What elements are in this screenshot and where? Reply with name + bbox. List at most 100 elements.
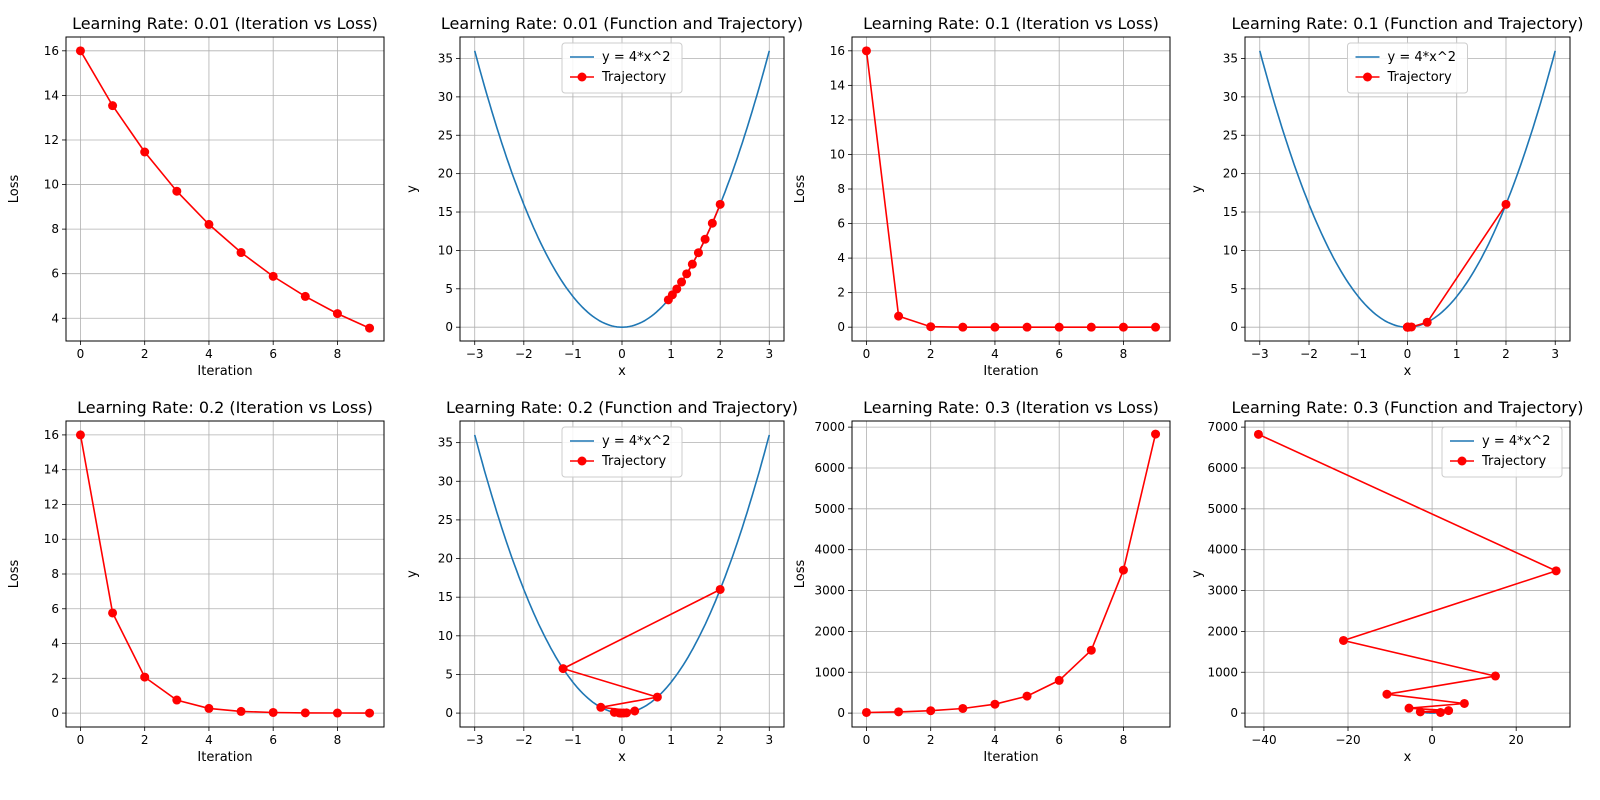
x-axis-label: x [618, 750, 626, 765]
x-tick-label: 0 [863, 733, 871, 747]
y-tick-label: 1000 [1207, 665, 1238, 679]
plot-area [861, 429, 1161, 717]
y-axis-label: y [1190, 570, 1205, 578]
y-tick-label: 12 [44, 497, 59, 511]
data-point [300, 708, 310, 718]
y-tick-label: 4 [837, 251, 845, 265]
data-point [332, 309, 342, 319]
x-tick-label: 2 [141, 347, 149, 361]
data-point [1415, 707, 1425, 717]
x-tick-label: −2 [515, 733, 533, 747]
data-point [1490, 671, 1500, 681]
y-tick-label: 12 [44, 133, 59, 147]
y-tick-label: 15 [1223, 205, 1238, 219]
legend-label: y = 4*x^2 [602, 50, 670, 65]
y-tick-label: 2 [51, 671, 59, 685]
x-tick-label: 2 [927, 733, 935, 747]
x-tick-label: 4 [205, 347, 213, 361]
data-point [268, 707, 278, 717]
data-point [1459, 698, 1469, 708]
y-axis-label: y [1190, 185, 1205, 193]
x-axis-label: x [1404, 750, 1412, 765]
legend-label: Trajectory [601, 70, 666, 85]
legend-label: Trajectory [1387, 70, 1452, 85]
y-tick-label: 15 [438, 205, 453, 219]
data-point [1151, 429, 1161, 439]
x-tick-label: −1 [564, 347, 582, 361]
y-tick-label: 25 [438, 513, 453, 527]
legend-marker [577, 72, 587, 82]
x-tick-label: 2 [1502, 347, 1510, 361]
x-tick-label: 8 [1120, 347, 1128, 361]
x-tick-label: 0 [1404, 347, 1412, 361]
data-point [616, 708, 626, 718]
y-tick-label: 2000 [814, 624, 845, 638]
chart-title: Learning Rate: 0.3 (Function and Traject… [1231, 398, 1583, 417]
data-point [861, 46, 871, 56]
y-tick-label: 12 [830, 113, 845, 127]
y-tick-label: 10 [44, 178, 59, 192]
x-tick-label: 0 [1428, 733, 1436, 747]
y-tick-label: 14 [830, 78, 845, 92]
data-point [108, 608, 118, 618]
data-point [1118, 565, 1128, 575]
y-tick-label: 10 [438, 629, 453, 643]
y-tick-label: 4000 [814, 543, 845, 557]
subplot-3: 0 2 4 6 8 0 2 4 6 8 10 12 14 16 Learning Rate: 0.1 (It… [793, 14, 1171, 379]
y-tick-label: 8 [51, 222, 59, 236]
legend-box [561, 426, 683, 478]
data-point [1444, 706, 1454, 716]
x-tick-label: 6 [1055, 733, 1063, 747]
x-tick-label: 2 [716, 733, 724, 747]
legend-label: y = 4*x^2 [1482, 434, 1550, 449]
data-point [1022, 691, 1032, 701]
data-point [663, 295, 673, 305]
data-point [1022, 322, 1032, 332]
x-tick-label: 0 [618, 733, 626, 747]
x-tick-label: −3 [1251, 347, 1269, 361]
x-axis-label: Iteration [983, 750, 1038, 765]
axes-frame [459, 420, 785, 728]
plot-area [75, 430, 375, 718]
axes-frame [851, 420, 1171, 728]
data-point [140, 672, 150, 682]
plot-area [473, 50, 771, 329]
data-point [1054, 675, 1064, 685]
y-tick-label: 10 [830, 147, 845, 161]
data-point [677, 277, 687, 287]
plot-area [75, 46, 375, 333]
axes-frame [1244, 420, 1571, 728]
legend: y = 4*x^2 Trajectory [1441, 426, 1563, 478]
y-tick-label: 16 [830, 44, 845, 58]
data-point [894, 311, 904, 321]
y-tick-label: 20 [438, 552, 453, 566]
y-axis-label: Loss [7, 560, 22, 589]
data-point [1551, 566, 1561, 576]
data-point [1118, 322, 1128, 332]
x-tick-label: 6 [269, 347, 277, 361]
y-tick-label: 7000 [814, 420, 845, 434]
data-point [958, 703, 968, 713]
data-point [596, 702, 606, 712]
series-line [79, 434, 370, 714]
subplot-8: −40 −20 0 20 0 1000 2000 3000 4000 5000 6000 7000 Le… [1190, 398, 1584, 765]
data-point [926, 322, 936, 332]
legend-marker [577, 456, 587, 466]
data-point [75, 430, 85, 440]
data-point [365, 323, 375, 333]
x-tick-label: 4 [991, 347, 999, 361]
legend-box [1347, 42, 1468, 94]
x-tick-label: −3 [466, 733, 484, 747]
y-tick-label: 15 [438, 590, 453, 604]
y-tick-label: 0 [837, 706, 845, 720]
y-tick-label: 35 [1223, 51, 1238, 65]
y-tick-label: 20 [438, 167, 453, 181]
y-tick-label: 20 [1223, 167, 1238, 181]
chart-title: Learning Rate: 0.01 (Function and Trajec… [441, 14, 803, 33]
data-point [861, 707, 871, 717]
x-tick-label: 2 [716, 347, 724, 361]
